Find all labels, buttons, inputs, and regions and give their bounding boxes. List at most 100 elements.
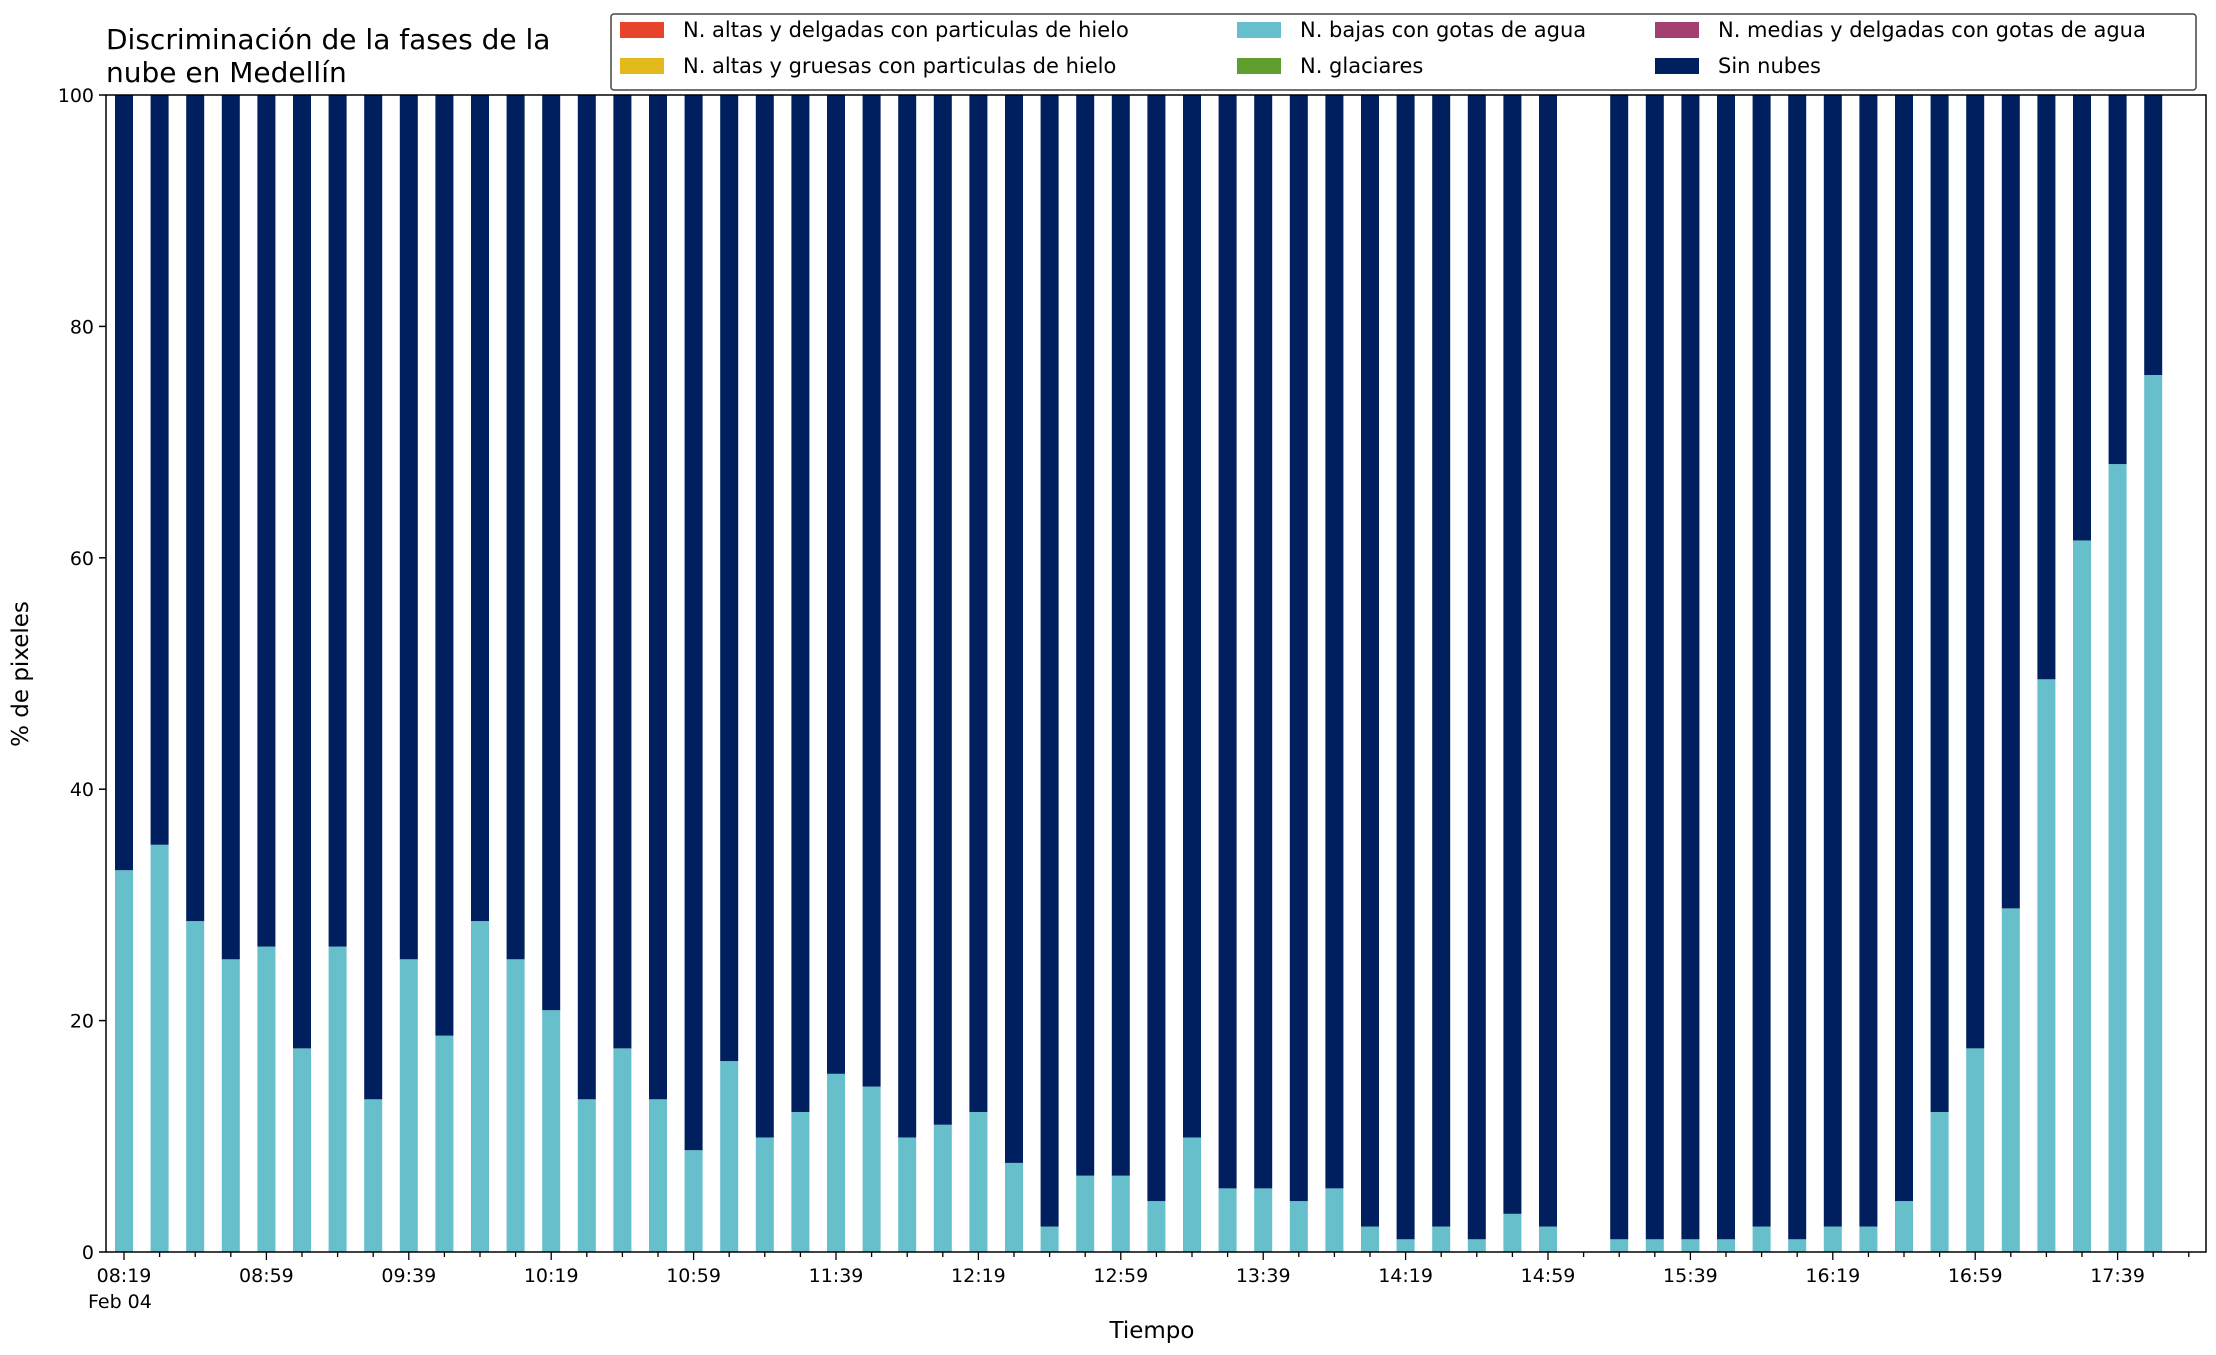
bar-segment-low-clouds xyxy=(1325,1188,1344,1252)
bar-segment-clear-sky xyxy=(221,95,240,960)
chart-title-line-2: nube en Medellín xyxy=(106,56,347,89)
bar-segment-clear-sky xyxy=(186,95,205,922)
x-tick-label: 13:39 xyxy=(1236,1265,1291,1287)
x-axis-label: Tiempo xyxy=(1109,1318,1195,1344)
x-tick-label: 12:59 xyxy=(1093,1265,1148,1287)
x-tick-label: 12:19 xyxy=(951,1265,1006,1287)
bar-segment-low-clouds xyxy=(1966,1048,1985,1252)
y-tick-label: 80 xyxy=(70,316,94,338)
bar-segment-low-clouds xyxy=(1040,1226,1059,1252)
bar-segment-clear-sky xyxy=(613,95,632,1049)
bar-segment-clear-sky xyxy=(506,95,525,960)
chart-title-line-1: Discriminación de la fases de la xyxy=(106,23,550,56)
bar-segment-low-clouds xyxy=(257,946,276,1252)
bar-segment-clear-sky xyxy=(720,95,739,1062)
x-tick-label: 16:19 xyxy=(1805,1265,1860,1287)
bar-segment-low-clouds xyxy=(542,1010,561,1252)
bar-segment-low-clouds xyxy=(1503,1213,1522,1252)
bar-segment-low-clouds xyxy=(1254,1188,1273,1252)
bar-segment-low-clouds xyxy=(186,921,205,1252)
bar-segment-clear-sky xyxy=(1076,95,1095,1176)
bar-segment-low-clouds xyxy=(2144,374,2163,1252)
bar-segment-clear-sky xyxy=(791,95,810,1112)
bar-segment-clear-sky xyxy=(1467,95,1486,1240)
bar-segment-clear-sky xyxy=(1645,95,1664,1240)
bar-segment-clear-sky xyxy=(1823,95,1842,1227)
bar-segment-low-clouds xyxy=(328,946,347,1252)
x-tick-label: 14:59 xyxy=(1521,1265,1576,1287)
bar-segment-clear-sky xyxy=(827,95,845,1074)
y-tick-label: 60 xyxy=(70,548,94,570)
bar-segment-low-clouds xyxy=(862,1086,881,1252)
bar-segment-low-clouds xyxy=(115,870,133,1252)
bar-segment-clear-sky xyxy=(257,95,276,947)
bar-segment-low-clouds xyxy=(2001,908,2020,1252)
bar-segment-low-clouds xyxy=(1610,1239,1629,1252)
bar-segment-low-clouds xyxy=(1752,1226,1771,1252)
bar-segment-clear-sky xyxy=(1005,95,1023,1163)
bar-segment-low-clouds xyxy=(1432,1226,1451,1252)
legend: N. altas y delgadas con particulas de hi… xyxy=(610,13,2197,91)
bar-segment-low-clouds xyxy=(613,1048,632,1252)
bar-segment-clear-sky xyxy=(1325,95,1344,1189)
bar-segment-clear-sky xyxy=(150,95,169,845)
bar-segment-low-clouds xyxy=(755,1137,774,1252)
bar-segment-low-clouds xyxy=(684,1150,703,1252)
bar-segment-clear-sky xyxy=(1111,95,1130,1176)
bar-segment-clear-sky xyxy=(471,95,489,922)
x-axis: 08:19 08:59 09:39 10:19 10:59 11:39 12:19 12:59… xyxy=(97,1252,2190,1287)
legend-label: N. bajas con gotas de agua xyxy=(1300,18,1586,42)
bar-segment-low-clouds xyxy=(898,1137,917,1252)
legend-items: N. altas y delgadas con particulas de hi… xyxy=(620,18,2146,78)
y-tick-label: 100 xyxy=(58,85,94,107)
bar-segment-clear-sky xyxy=(2144,95,2163,375)
bar-segment-low-clouds xyxy=(1717,1239,1735,1252)
bar-segment-clear-sky xyxy=(435,95,454,1036)
bar-segment-low-clouds xyxy=(1681,1239,1700,1252)
bar-segment-low-clouds xyxy=(1289,1201,1308,1252)
bar-segment-low-clouds xyxy=(1005,1162,1023,1252)
bar-segment-low-clouds xyxy=(399,959,418,1252)
bar-segment-low-clouds xyxy=(1930,1112,1949,1252)
legend-label: N. altas y gruesas con particulas de hie… xyxy=(683,54,1116,78)
bar-segment-low-clouds xyxy=(506,959,525,1252)
bar-segment-low-clouds xyxy=(1859,1226,1878,1252)
legend-swatch xyxy=(1655,58,1699,74)
bar-segment-clear-sky xyxy=(577,95,596,1100)
bar-segment-low-clouds xyxy=(1788,1239,1807,1252)
legend-label: Sin nubes xyxy=(1718,54,1821,78)
bar-segment-low-clouds xyxy=(1396,1239,1415,1252)
bar-segment-clear-sky xyxy=(933,95,952,1125)
x-tick-label: 15:39 xyxy=(1663,1265,1718,1287)
legend-swatch xyxy=(1237,22,1281,38)
x-axis-date-label: Feb 04 xyxy=(88,1291,152,1313)
bar-segment-clear-sky xyxy=(1966,95,1985,1049)
bar-segment-clear-sky xyxy=(1717,95,1735,1240)
bar-segment-clear-sky xyxy=(898,95,917,1138)
chart-title: Discriminación de la fases de la nube en… xyxy=(106,23,550,89)
bar-segment-low-clouds xyxy=(293,1048,311,1252)
legend-label: N. altas y delgadas con particulas de hi… xyxy=(683,18,1129,42)
bar-segment-clear-sky xyxy=(1183,95,1201,1138)
bar-segment-low-clouds xyxy=(827,1073,845,1252)
bar-segment-clear-sky xyxy=(1681,95,1700,1240)
legend-label: N. glaciares xyxy=(1300,54,1423,78)
bar-segment-low-clouds xyxy=(720,1061,739,1252)
y-tick-label: 40 xyxy=(70,779,94,801)
bar-segment-low-clouds xyxy=(364,1099,383,1252)
x-tick-label: 16:59 xyxy=(1948,1265,2003,1287)
bar-segment-clear-sky xyxy=(1895,95,1913,1202)
bar-segment-low-clouds xyxy=(1467,1239,1486,1252)
bar-segment-clear-sky xyxy=(115,95,133,871)
bar-segment-clear-sky xyxy=(1147,95,1166,1202)
bar-segment-low-clouds xyxy=(1361,1226,1379,1252)
bar-segment-low-clouds xyxy=(577,1099,596,1252)
bar-segment-clear-sky xyxy=(969,95,988,1112)
legend-label: N. medias y delgadas con gotas de agua xyxy=(1718,18,2146,42)
legend-swatch xyxy=(1655,22,1699,38)
bar-segment-clear-sky xyxy=(1289,95,1308,1202)
bar-segment-low-clouds xyxy=(2108,464,2127,1253)
x-tick-label: 14:19 xyxy=(1378,1265,1433,1287)
bar-segment-low-clouds xyxy=(1183,1137,1201,1252)
